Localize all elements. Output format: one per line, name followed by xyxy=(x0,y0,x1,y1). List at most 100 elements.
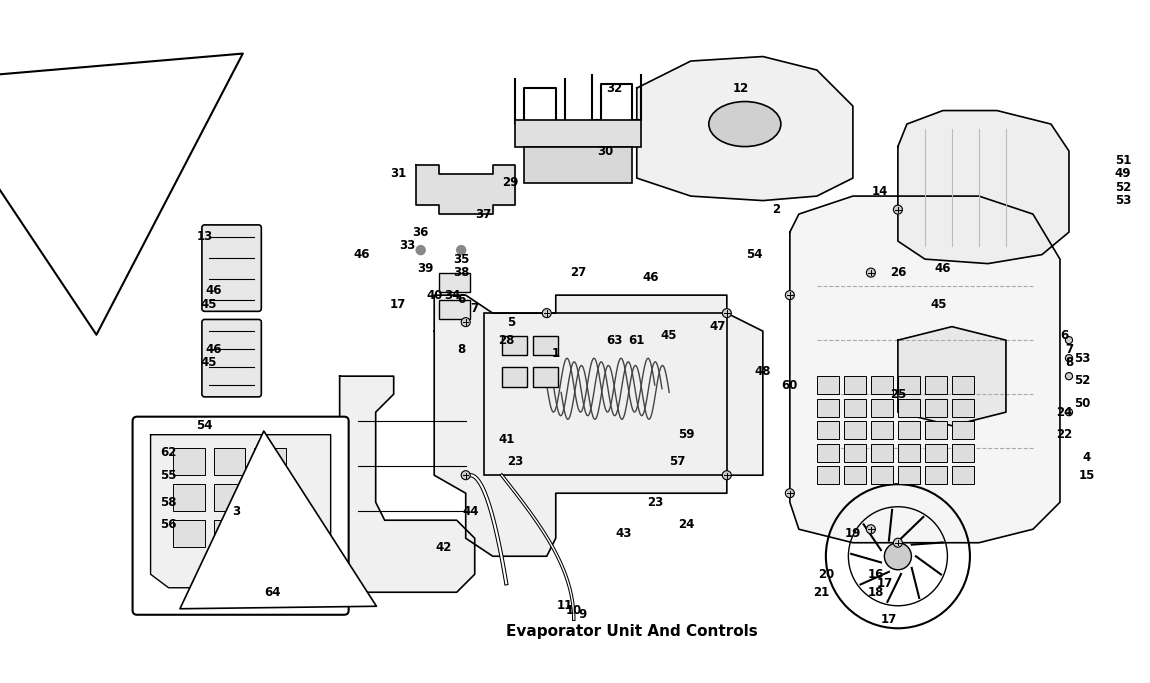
Bar xyxy=(871,399,894,417)
Text: 57: 57 xyxy=(669,455,685,469)
Text: 18: 18 xyxy=(867,586,883,599)
Text: 26: 26 xyxy=(890,266,906,279)
Text: 52: 52 xyxy=(1114,180,1132,193)
Bar xyxy=(871,466,894,484)
Circle shape xyxy=(894,205,903,214)
Circle shape xyxy=(461,471,470,479)
Bar xyxy=(844,466,866,484)
Bar xyxy=(871,444,894,462)
Bar xyxy=(174,484,205,511)
Text: 46: 46 xyxy=(206,343,222,356)
Text: 53: 53 xyxy=(1114,194,1132,207)
Bar xyxy=(254,484,285,511)
Bar xyxy=(816,466,840,484)
Text: 41: 41 xyxy=(498,433,514,446)
Bar xyxy=(214,484,245,511)
Text: 52: 52 xyxy=(1074,374,1090,387)
Bar xyxy=(871,421,894,439)
Text: 3: 3 xyxy=(232,505,240,518)
Circle shape xyxy=(894,538,903,547)
Text: 46: 46 xyxy=(354,248,370,261)
Text: 15: 15 xyxy=(1079,469,1095,482)
Bar xyxy=(816,421,840,439)
Text: 29: 29 xyxy=(503,176,519,189)
Circle shape xyxy=(1065,372,1073,380)
Bar xyxy=(898,399,920,417)
Circle shape xyxy=(785,291,795,300)
Bar xyxy=(524,147,632,182)
Text: 48: 48 xyxy=(754,365,772,378)
Bar xyxy=(501,335,527,355)
Polygon shape xyxy=(898,326,1006,426)
Circle shape xyxy=(884,543,912,570)
Text: 12: 12 xyxy=(733,81,749,94)
Text: 6: 6 xyxy=(1060,329,1068,342)
Text: 22: 22 xyxy=(1057,428,1073,441)
Circle shape xyxy=(461,318,470,326)
Bar xyxy=(952,444,974,462)
Text: 4: 4 xyxy=(1083,451,1091,464)
Text: 46: 46 xyxy=(642,270,659,283)
Bar xyxy=(174,520,205,547)
Text: 28: 28 xyxy=(498,334,514,347)
Text: 7: 7 xyxy=(1065,343,1073,356)
Polygon shape xyxy=(637,57,853,201)
Text: 54: 54 xyxy=(197,419,213,432)
Text: 45: 45 xyxy=(660,329,676,342)
Text: 8: 8 xyxy=(457,343,466,356)
Text: 43: 43 xyxy=(615,527,631,540)
Bar xyxy=(925,376,948,394)
Text: 36: 36 xyxy=(413,225,429,238)
Text: 11: 11 xyxy=(557,599,573,612)
Text: 46: 46 xyxy=(935,262,951,275)
Circle shape xyxy=(457,246,466,255)
Bar xyxy=(925,399,948,417)
Ellipse shape xyxy=(708,102,781,147)
Bar xyxy=(898,421,920,439)
Bar xyxy=(816,399,840,417)
Bar xyxy=(844,376,866,394)
Bar xyxy=(214,448,245,475)
Text: 6: 6 xyxy=(457,293,466,306)
Bar xyxy=(515,120,642,147)
Text: 61: 61 xyxy=(629,334,645,347)
Text: 19: 19 xyxy=(845,527,861,540)
Text: 1: 1 xyxy=(552,347,560,360)
Text: 46: 46 xyxy=(206,284,222,297)
Text: 27: 27 xyxy=(570,266,586,279)
Text: 45: 45 xyxy=(930,298,946,311)
Text: 55: 55 xyxy=(160,469,177,482)
Text: 45: 45 xyxy=(201,298,217,311)
Text: 60: 60 xyxy=(782,378,798,391)
Text: 38: 38 xyxy=(453,266,469,279)
Text: 23: 23 xyxy=(507,455,523,469)
Polygon shape xyxy=(898,111,1070,264)
Bar xyxy=(844,421,866,439)
Bar xyxy=(816,444,840,462)
Text: 63: 63 xyxy=(606,334,622,347)
Text: 31: 31 xyxy=(390,167,406,180)
Bar xyxy=(952,399,974,417)
Bar xyxy=(952,421,974,439)
Circle shape xyxy=(416,246,426,255)
FancyBboxPatch shape xyxy=(202,320,261,397)
Bar xyxy=(438,273,470,292)
FancyBboxPatch shape xyxy=(132,417,348,615)
Text: 37: 37 xyxy=(476,208,492,221)
Text: 8: 8 xyxy=(1065,356,1073,369)
Text: 44: 44 xyxy=(462,505,478,518)
Bar xyxy=(898,444,920,462)
Bar xyxy=(925,444,948,462)
Text: 17: 17 xyxy=(390,298,406,311)
Text: 7: 7 xyxy=(470,302,478,315)
Circle shape xyxy=(866,268,875,277)
Text: 17: 17 xyxy=(881,613,897,626)
Bar xyxy=(501,367,527,387)
Bar xyxy=(952,466,974,484)
FancyBboxPatch shape xyxy=(202,225,261,311)
Text: 53: 53 xyxy=(1074,352,1090,365)
Bar xyxy=(816,376,840,394)
Bar xyxy=(254,448,285,475)
Bar xyxy=(844,444,866,462)
Bar xyxy=(925,466,948,484)
